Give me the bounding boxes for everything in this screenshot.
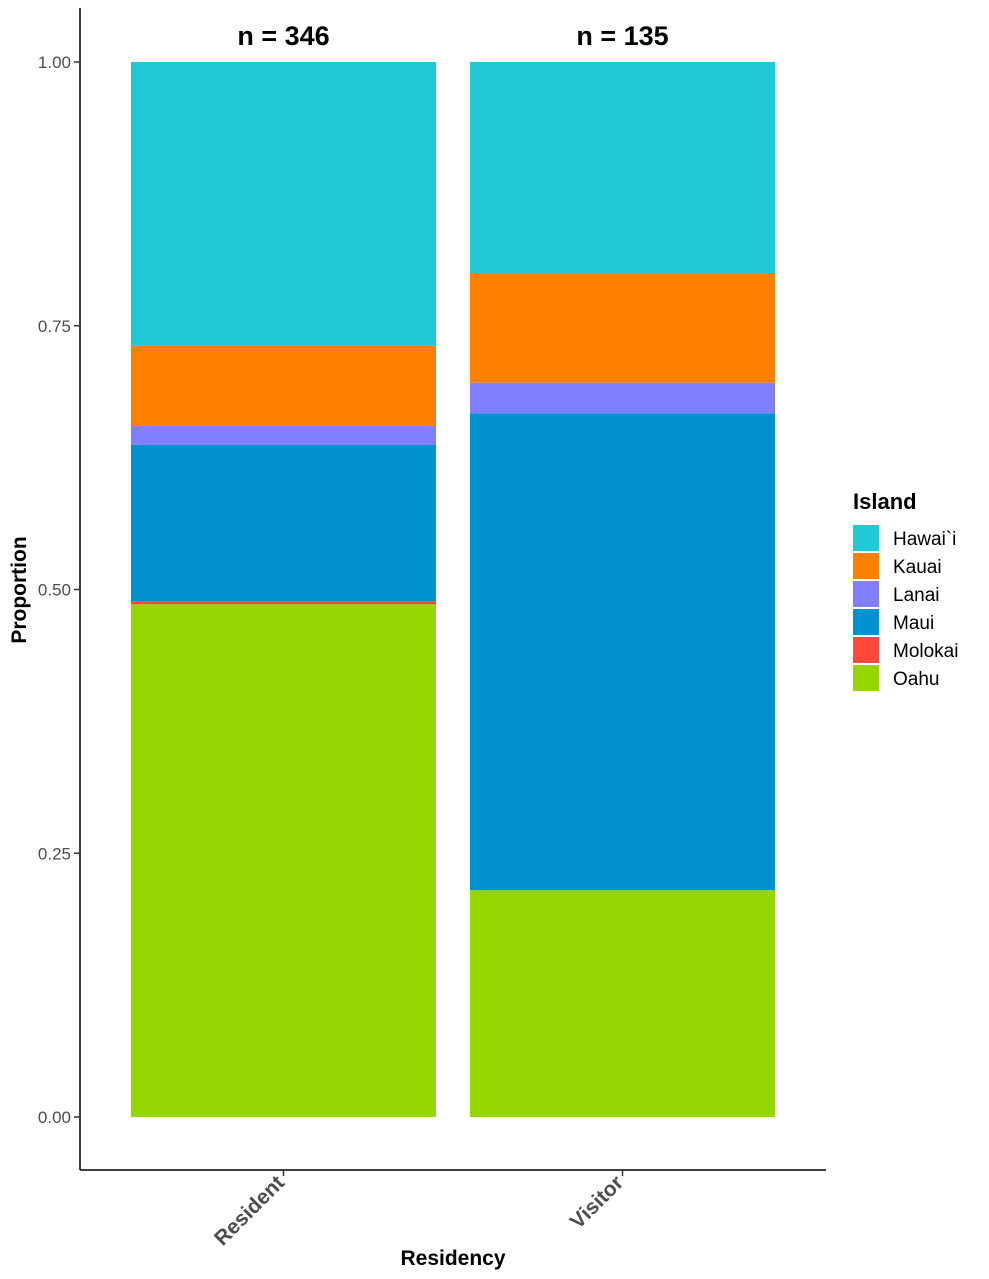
legend-swatch [853,609,879,635]
bar-segment-visitor-maui [470,413,775,891]
legend-title: Island [853,489,917,514]
legend-label: Maui [893,613,934,634]
y-tick-label: 0.25 [38,844,71,863]
y-tick-label: 1.00 [38,53,71,72]
legend-swatch [853,525,879,551]
bar-segment-resident-oahu [131,604,436,1117]
y-axis: 0.00 0.25 0.50 0.75 1.00 [38,8,81,1170]
legend-swatch [853,553,879,579]
legend-label: Molokai [893,641,958,662]
bar-segment-visitor-lanai [470,382,775,414]
bar-segment-resident-kauai [131,345,436,426]
bar-count-labels: n = 346 n = 135 [237,21,668,51]
legend-label: Oahu [893,669,939,690]
y-tick-label: 0.00 [38,1108,71,1127]
y-axis-title: Proportion [8,536,31,643]
bar-segment-resident-lanai [131,425,436,445]
bar-segment-visitor-hawaii [470,62,775,273]
legend-swatch [853,637,879,663]
bar-count-label: n = 346 [237,21,329,51]
legend-swatch [853,581,879,607]
x-axis-title: Residency [400,1247,505,1270]
bar-count-label: n = 135 [576,21,668,51]
legend-label: Kauai [893,557,942,578]
bars-layer [131,62,775,1117]
bar-segment-resident-hawaii [131,62,436,346]
x-tick-label: Visitor [566,1171,628,1233]
legend-label: Lanai [893,585,940,606]
x-tick-label: Resident [210,1171,289,1250]
bar-segment-visitor-oahu [470,890,775,1117]
bar-segment-visitor-kauai [470,273,775,383]
y-tick-label: 0.50 [38,581,71,600]
bar-segment-resident-molokai [131,601,436,605]
legend-swatch [853,665,879,691]
y-tick-label: 0.75 [38,317,71,336]
x-axis: Resident Visitor [80,1169,826,1250]
bar-segment-resident-maui [131,444,436,602]
legend: Island Hawai`i Kauai Lanai Maui Molokai Oahu [853,489,958,691]
legend-label: Hawai`i [893,529,956,550]
